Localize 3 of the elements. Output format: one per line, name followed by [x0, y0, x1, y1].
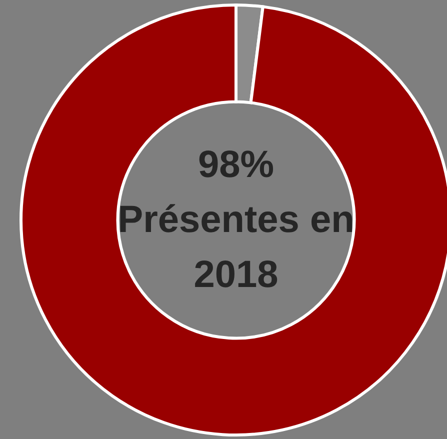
text: 2018	[194, 254, 278, 296]
text: 98%	[198, 144, 274, 186]
text: Présentes en	[118, 199, 354, 241]
